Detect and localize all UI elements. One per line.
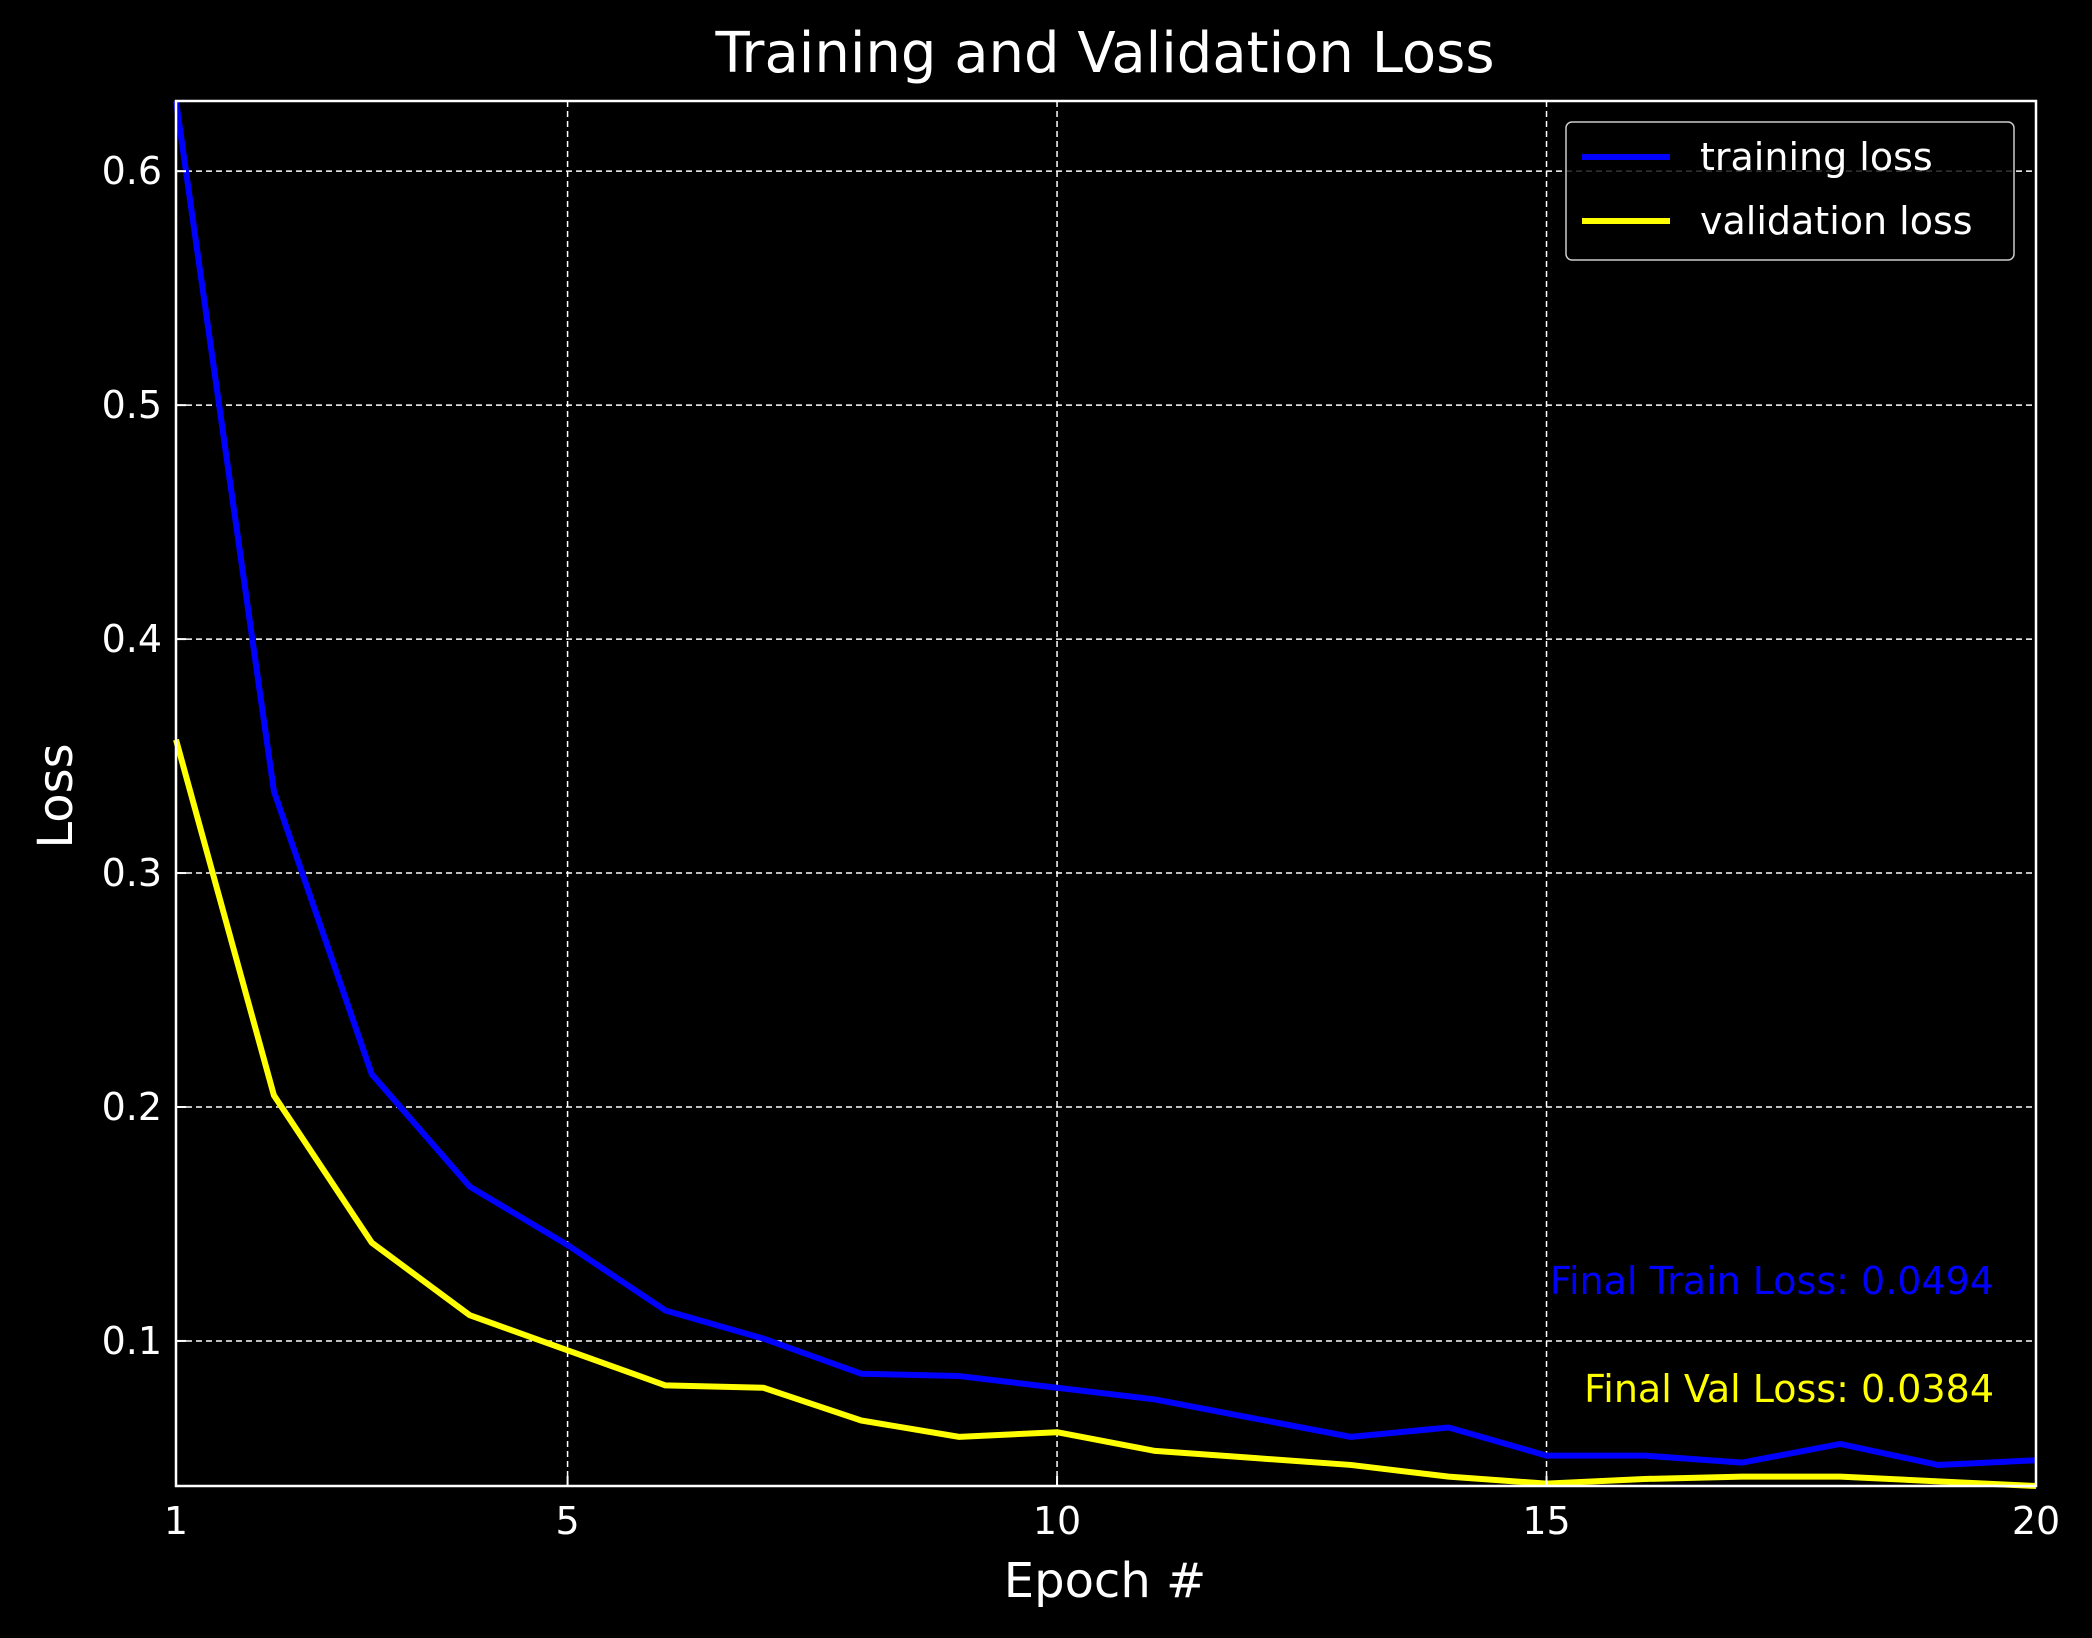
y-axis-label: Loss bbox=[28, 743, 84, 848]
x-tick-label: 10 bbox=[1033, 1499, 1081, 1543]
x-tick-label: 5 bbox=[555, 1499, 579, 1543]
legend: training loss validation loss bbox=[1565, 121, 2015, 261]
validation-loss-line bbox=[173, 738, 2037, 1489]
legend-box bbox=[1565, 121, 2015, 261]
annotations: Final Train Loss: 0.0494 Final Val Loss: … bbox=[1550, 1259, 1994, 1411]
training-loss-line bbox=[173, 100, 2037, 1468]
final-loss-annotation: Final Train Loss: 0.0494 bbox=[1550, 1259, 1994, 1303]
y-tick-label: 0.2 bbox=[102, 1085, 162, 1129]
legend-label: training loss bbox=[1700, 135, 1933, 179]
ticks: 1 5 10 15 200.10.20.30.40.50.6 bbox=[102, 149, 2061, 1543]
final-loss-annotation: Final Val Loss: 0.0384 bbox=[1584, 1367, 1994, 1411]
legend-label: validation loss bbox=[1700, 199, 1973, 243]
y-tick-label: 0.6 bbox=[102, 149, 162, 193]
x-axis-label: Epoch # bbox=[1004, 1553, 1206, 1609]
series-lines bbox=[173, 100, 2037, 1489]
grid bbox=[176, 101, 2036, 1486]
x-tick-label: 20 bbox=[2012, 1499, 2060, 1543]
y-tick-label: 0.1 bbox=[102, 1319, 162, 1363]
y-tick-label: 0.5 bbox=[102, 383, 162, 427]
y-tick-label: 0.4 bbox=[102, 617, 162, 661]
x-tick-label: 15 bbox=[1522, 1499, 1570, 1543]
plot-frame bbox=[174, 99, 2038, 1488]
x-tick-label: 1 bbox=[164, 1499, 188, 1543]
y-tick-label: 0.3 bbox=[102, 851, 162, 895]
chart-title: Training and Validation Loss bbox=[714, 21, 1494, 86]
